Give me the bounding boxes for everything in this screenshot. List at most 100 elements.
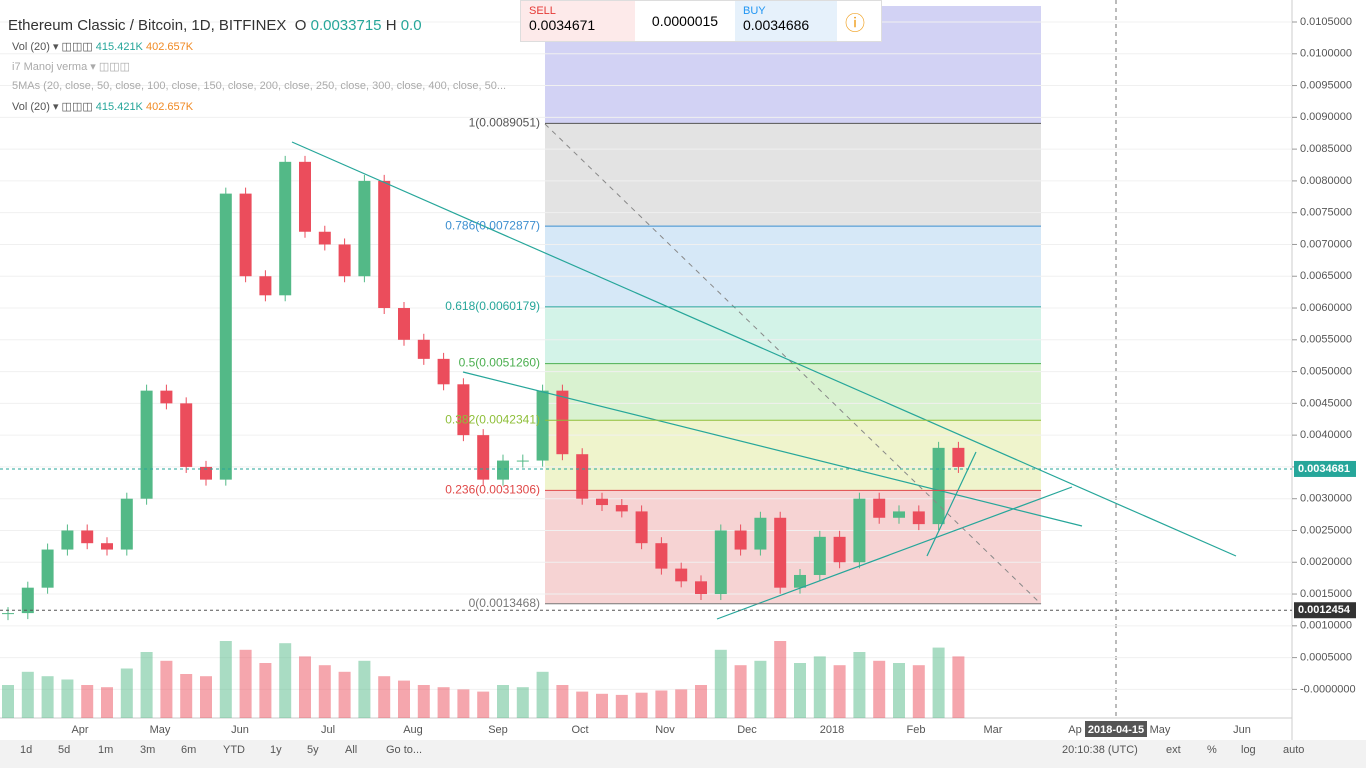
buy: 0.0034686: [743, 17, 810, 33]
range-button[interactable]: 1m: [98, 744, 114, 756]
o-label: O: [294, 17, 307, 34]
range-button[interactable]: Go to...: [386, 744, 423, 756]
volume-bar: [81, 685, 94, 718]
ind-v1: 415.421K: [95, 41, 143, 53]
price-tag: [1294, 602, 1356, 619]
candle: [813, 536, 826, 575]
x-tick-label: Apr: [71, 724, 88, 736]
candle: [556, 390, 569, 455]
volume-bar: [873, 660, 886, 718]
candle: [299, 161, 311, 232]
high: 0.0: [400, 17, 422, 34]
ind-v2: 402.657K: [145, 101, 194, 113]
y-tick-label: 0.0040000: [1300, 429, 1352, 441]
volume-bar: [239, 649, 252, 718]
fib-label: 0.786(0.0072877): [445, 218, 540, 232]
buy-box[interactable]: BUY 0.0034686: [735, 1, 837, 41]
range-button[interactable]: 1d: [20, 744, 33, 756]
y-tick-label: 0.0105000: [1300, 16, 1352, 28]
candle: [497, 460, 509, 480]
range-button[interactable]: YTD: [223, 744, 245, 756]
volume-bar: [180, 674, 193, 718]
option-button[interactable]: %: [1207, 744, 1217, 756]
fib-label: 0.618(0.0060179): [445, 299, 540, 313]
y-tick-label: 0.0045000: [1300, 397, 1352, 409]
info-icon[interactable]: ⓘ: [845, 13, 865, 35]
fib-label: 0.236(0.0031306): [445, 483, 540, 497]
candle: [576, 454, 589, 499]
symbol-text: Ethereum Classic / Bitcoin, 1D, BITFINEX: [8, 17, 287, 34]
candle: [655, 543, 668, 569]
trend-line: [462, 371, 1083, 527]
range-button[interactable]: 5d: [58, 744, 71, 756]
y-tick-label: 0.0020000: [1300, 556, 1352, 568]
toolbar-bg: [0, 740, 1366, 768]
sell-box[interactable]: SELL 0.0034671: [521, 1, 635, 41]
option-button[interactable]: ext: [1166, 744, 1181, 756]
candle: [21, 587, 34, 614]
x-tick-label: Oct: [571, 724, 588, 736]
range-button[interactable]: 1y: [270, 744, 282, 756]
y-tick-label: 0.0005000: [1300, 652, 1352, 664]
candle: [635, 511, 648, 544]
volume-bar: [615, 694, 628, 718]
candle: [596, 498, 608, 506]
fib-zone: [545, 123, 1041, 227]
candle: [378, 180, 391, 309]
candle: [61, 530, 74, 550]
x-tick-label: May: [1150, 724, 1171, 736]
candle: [200, 466, 212, 480]
candle: [932, 447, 945, 525]
candle: [259, 276, 272, 296]
candle: [398, 308, 410, 340]
y-tick-label: 0.0010000: [1300, 620, 1352, 632]
candle: [140, 390, 153, 499]
volume-bar: [200, 676, 212, 718]
fib-zone: [545, 226, 1041, 307]
y-tick-label: 0.0095000: [1300, 79, 1352, 91]
ind-v2: 402.657K: [145, 41, 194, 53]
x-tick-label: 2018: [820, 724, 844, 736]
volume-bar: [120, 668, 133, 718]
x-tick-label: Ap: [1068, 724, 1081, 736]
trend-line: [716, 486, 1073, 620]
candle: [437, 358, 450, 385]
candle: [81, 530, 94, 544]
candle: [417, 339, 430, 359]
volume-bar: [833, 665, 846, 718]
indicator: 5MAs (20, close, 50, close, 100, close, …: [12, 80, 506, 92]
volume-bar: [596, 693, 608, 718]
x-tick-label: Dec: [737, 724, 757, 736]
y-tick-label: 0.0015000: [1300, 588, 1352, 600]
range-button[interactable]: 6m: [181, 744, 197, 756]
candle: [833, 536, 846, 563]
range-button[interactable]: 3m: [140, 744, 156, 756]
volume-bar: [219, 641, 232, 718]
volume-bar: [853, 652, 866, 718]
clock: 20:10:38 (UTC): [1062, 744, 1138, 756]
volume-bar: [893, 663, 905, 718]
x-tick-label: 2018-04-15: [1088, 724, 1144, 736]
price-tag-label: 0.0034681: [1298, 463, 1350, 475]
candle: [2, 613, 14, 615]
indicator: Vol (20) ▾ ◫◫◫ 415.421K 402.657K: [12, 101, 194, 113]
range-button[interactable]: All: [345, 744, 358, 756]
volume-bar: [576, 691, 589, 718]
range-button[interactable]: 5y: [307, 744, 319, 756]
candle: [516, 460, 529, 462]
candle: [714, 530, 727, 595]
fib-label: 0.5(0.0051260): [459, 356, 540, 370]
y-tick-label: 0.0080000: [1300, 175, 1352, 187]
candle: [239, 193, 252, 277]
fib-label: 0(0.0013468): [469, 596, 540, 610]
ind-name: 5MAs (20, close, 50, close, 100, close, …: [12, 80, 507, 92]
option-button[interactable]: auto: [1283, 744, 1305, 756]
candle: [734, 530, 747, 550]
x-tick-label: Mar: [984, 724, 1003, 736]
volume-bar: [912, 665, 925, 718]
option-button[interactable]: log: [1241, 744, 1256, 756]
candle: [41, 549, 54, 588]
x-tick-label: Aug: [403, 724, 423, 736]
x-tick-label: Jun: [1233, 724, 1251, 736]
